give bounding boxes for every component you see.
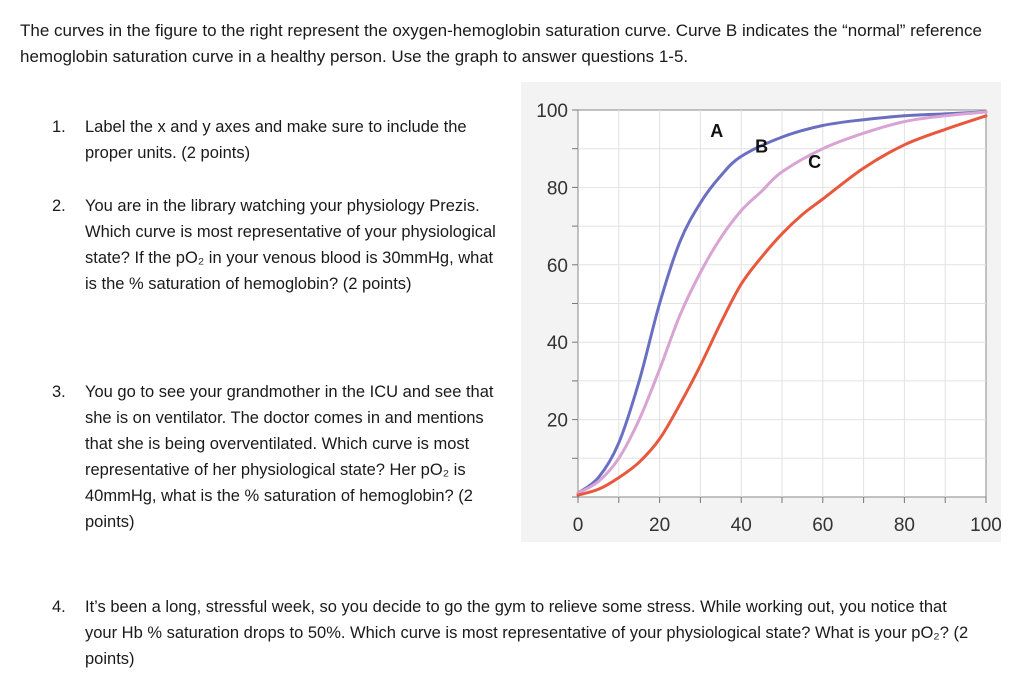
- intro-text: The curves in the figure to the right re…: [20, 21, 982, 66]
- y-tick-label: 40: [547, 333, 568, 354]
- series-line-c: [576, 114, 988, 497]
- question-number: 4.: [52, 598, 66, 616]
- series-line-b: [576, 110, 988, 495]
- question-number: 2.: [52, 197, 66, 215]
- x-tick-label: 60: [812, 515, 833, 536]
- oxygen-saturation-chart: 0 20 40 60 80 100 20 40 60 80 100 A B C: [521, 82, 1002, 542]
- x-tick-label: 40: [731, 515, 752, 536]
- question-number: 1.: [52, 118, 66, 136]
- x-tick-label: 80: [894, 515, 915, 536]
- y-tick-label: 80: [547, 178, 568, 199]
- y-tick-label: 60: [547, 256, 568, 277]
- question-3: 3. You go to see your grandmother in the…: [52, 379, 512, 535]
- question-4: 4. It’s been a long, stressful week, so …: [52, 594, 972, 672]
- x-tick-label: 0: [573, 515, 584, 536]
- series-line-a: [576, 110, 988, 495]
- y-tick-label: 100: [536, 101, 568, 122]
- question-2: 2. You are in the library watching your …: [52, 193, 507, 297]
- question-text: You go to see your grandmother in the IC…: [85, 383, 494, 531]
- x-tick-label: 20: [649, 515, 670, 536]
- question-1: 1. Label the x and y axes and make sure …: [52, 114, 482, 166]
- question-text: You are in the library watching your phy…: [85, 197, 496, 293]
- series-label-b: B: [755, 137, 768, 157]
- question-text: It’s been a long, stressful week, so you…: [85, 598, 969, 668]
- series-label-a: A: [710, 121, 723, 141]
- x-tick-label: 100: [970, 515, 1001, 536]
- y-tick-label: 20: [547, 411, 568, 432]
- question-number: 3.: [52, 383, 66, 401]
- chart-svg: 0 20 40 60 80 100 20 40 60 80 100 A B C: [536, 101, 1002, 536]
- series-label-c: C: [808, 152, 821, 172]
- question-text: Label the x and y axes and make sure to …: [85, 118, 467, 162]
